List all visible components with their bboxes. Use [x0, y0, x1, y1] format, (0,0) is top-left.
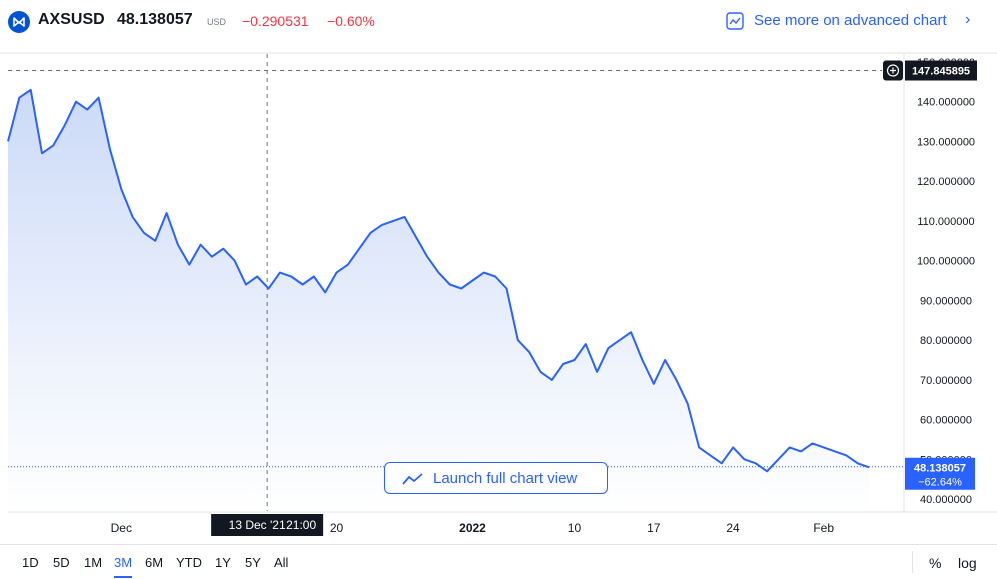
add-alert-icon — [886, 64, 900, 77]
symbol-header: AXSUSD 48.138057 USD −0.290531 −0.60% Se… — [0, 0, 997, 44]
last-price-change-label: −62.64% — [918, 477, 962, 489]
symbol-name: AXSUSD — [38, 11, 105, 28]
price-change-percent: −0.60% — [327, 13, 375, 29]
y-tick-label: 130.000000 — [917, 136, 975, 148]
timeframe-all[interactable]: All — [274, 555, 289, 570]
chevron-right-icon[interactable]: › — [965, 11, 971, 28]
price-change: −0.290531 — [242, 13, 309, 29]
crosshair-price-label: 147.845895 — [912, 66, 970, 78]
x-tick-label: 10 — [568, 521, 582, 535]
x-tick-label: Feb — [813, 521, 834, 535]
y-tick-label: 70.000000 — [920, 375, 972, 387]
timeframe-1d[interactable]: 1D — [22, 555, 39, 570]
timeframe-5y[interactable]: 5Y — [245, 555, 261, 570]
y-tick-label: 100.000000 — [917, 256, 975, 268]
timeframe-6m[interactable]: 6M — [145, 555, 164, 570]
crosshair-price-box — [905, 60, 977, 81]
x-tick-label: Dec — [111, 521, 132, 535]
timeframe-5d[interactable]: 5D — [53, 555, 70, 570]
crosshair-date-label: 13 Dec '21 — [229, 518, 286, 532]
crosshair-date-box — [211, 514, 324, 536]
y-tick-label: 90.000000 — [920, 295, 972, 307]
x-tick-label: 24 — [726, 521, 740, 535]
timeframe-ytd[interactable]: YTD — [176, 555, 202, 570]
x-tick-label: 2022 — [459, 521, 486, 535]
timeframe-1m[interactable]: 1M — [84, 555, 103, 570]
launch-full-chart-label: Launch full chart view — [433, 470, 578, 487]
x-tick-label: 20 — [330, 521, 344, 535]
crosshair-time-label: 21:00 — [286, 518, 316, 532]
y-tick-label: 120.000000 — [917, 176, 975, 188]
last-price-badge — [905, 457, 975, 490]
advanced-chart-link[interactable]: See more on advanced chart — [754, 12, 947, 29]
timeframe-1y[interactable]: 1Y — [215, 555, 231, 570]
log-scale-toggle[interactable]: log — [958, 555, 977, 571]
currency-label: USD — [207, 17, 227, 27]
plus-icon — [890, 67, 896, 74]
y-tick-label: 110.000000 — [917, 216, 974, 228]
y-tick-label: 40.000000 — [920, 494, 972, 506]
toolbar-divider — [912, 551, 913, 573]
launch-full-chart-button[interactable]: Launch full chart view — [384, 462, 608, 494]
y-tick-label: 140.000000 — [917, 97, 975, 109]
active-timeframe-indicator — [114, 576, 132, 578]
last-price-label: 48.138057 — [914, 463, 966, 475]
y-tick-label: 60.000000 — [920, 415, 972, 427]
price-area-fill — [8, 89, 869, 512]
chart-line-icon[interactable] — [726, 12, 744, 30]
x-tick-label: 17 — [647, 521, 661, 535]
percent-scale-toggle[interactable]: % — [929, 555, 942, 571]
timeframe-toolbar: 1D 5D 1M 3M 6M YTD 1Y 5Y All % log — [0, 544, 997, 579]
chart-line-icon — [401, 471, 425, 487]
axs-logo-icon — [8, 11, 30, 33]
last-price: 48.138057 — [117, 11, 193, 28]
price-line — [7, 88, 870, 473]
timeframe-3m[interactable]: 3M — [114, 555, 133, 570]
y-tick-label: 80.000000 — [920, 335, 972, 347]
